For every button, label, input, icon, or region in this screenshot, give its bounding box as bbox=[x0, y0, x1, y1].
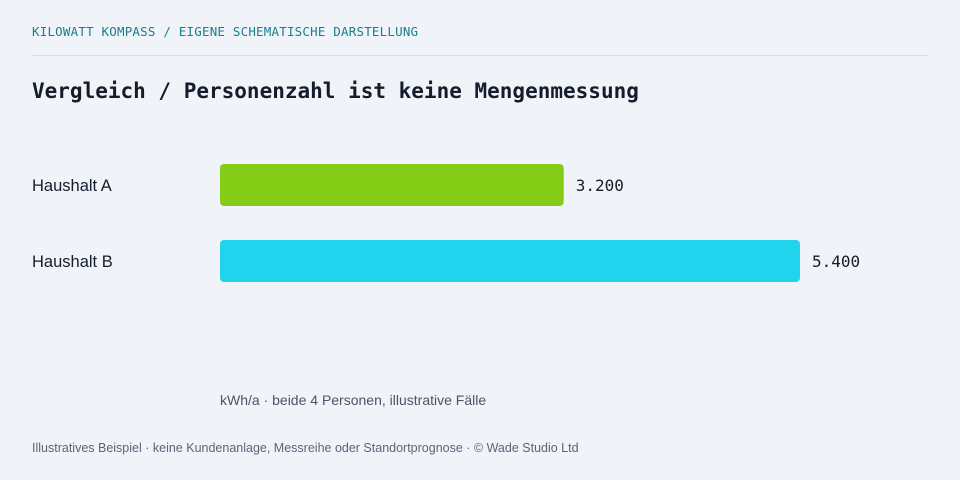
chart-title: Vergleich / Personenzahl ist keine Menge… bbox=[32, 79, 639, 103]
bar-haushalt-b bbox=[220, 240, 800, 282]
bar-haushalt-a bbox=[220, 164, 564, 206]
header-divider bbox=[32, 55, 928, 56]
value-label-haushalt-b: 5.400 bbox=[812, 252, 860, 271]
chart-kicker: KILOWATT KOMPASS / EIGENE SCHEMATISCHE D… bbox=[32, 24, 419, 39]
value-label-haushalt-a: 3.200 bbox=[576, 176, 624, 195]
category-label-haushalt-a: Haushalt A bbox=[32, 177, 112, 195]
category-label-haushalt-b: Haushalt B bbox=[32, 253, 113, 271]
unit-note: kWh/a · beide 4 Personen, illustrative F… bbox=[220, 392, 487, 408]
footer-note: Illustratives Beispiel · keine Kundenanl… bbox=[32, 441, 579, 455]
